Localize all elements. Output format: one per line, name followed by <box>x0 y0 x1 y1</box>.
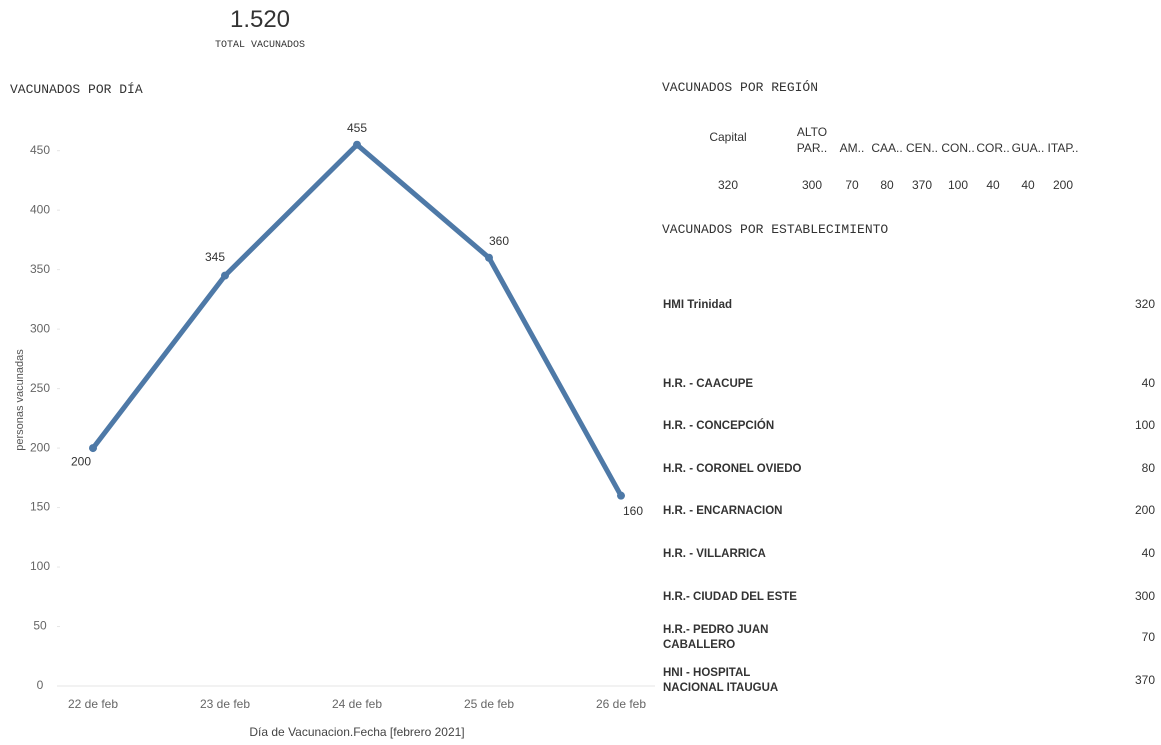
region-value: 320 <box>717 178 739 192</box>
x-tick-label: 26 de feb <box>596 697 646 711</box>
point <box>485 253 493 262</box>
data-label: 200 <box>71 454 91 468</box>
point <box>89 444 97 453</box>
establishment-value: 320 <box>1134 297 1155 311</box>
data-label: 345 <box>205 250 225 264</box>
region-header: COR.. <box>976 141 1010 155</box>
region-header: CEN.. <box>905 141 938 155</box>
establishment-value: 370 <box>1134 673 1155 687</box>
y-tick-label: 200 <box>30 440 50 454</box>
y-axis-label: personas vacunadas <box>14 349 26 451</box>
region-value: 370 <box>911 178 933 192</box>
y-tick-label: 400 <box>30 202 50 216</box>
y-tick-label: 250 <box>30 381 50 395</box>
x-axis-label: Día de Vacunacion.Fecha [febrero 2021] <box>249 725 464 739</box>
point <box>221 271 229 280</box>
x-tick-label: 22 de feb <box>68 697 118 711</box>
establishment-name: H.R. - CONCEPCIÓN <box>663 419 775 432</box>
x-tick-label: 25 de feb <box>464 697 514 711</box>
establishment-name: H.R.- CIUDAD DEL ESTE <box>663 590 797 603</box>
establishment-value: 40 <box>1141 376 1155 390</box>
establishment-value: 40 <box>1141 546 1155 560</box>
data-label: 455 <box>347 121 367 135</box>
establishment-value: 100 <box>1134 418 1155 432</box>
region-value: 80 <box>880 178 894 192</box>
region-header: GUA.. <box>1011 141 1045 155</box>
point <box>617 491 625 500</box>
y-tick-label: 0 <box>37 678 44 692</box>
establishment-name: HNI - HOSPITAL NACIONAL ITAUGUA <box>663 667 779 694</box>
establishment-name: H.R. - ENCARNACION <box>663 504 783 517</box>
y-tick-label: 350 <box>30 262 50 276</box>
region-header: AM.. <box>839 141 865 155</box>
data-label: 160 <box>623 504 643 518</box>
y-tick-label: 50 <box>33 619 47 633</box>
chart-title: VACUNADOS POR DÍA <box>10 82 143 97</box>
establishment-value: 80 <box>1141 461 1155 475</box>
region-title: VACUNADOS POR REGIÓN <box>662 80 819 95</box>
kpi-value: 1.520 <box>229 6 291 33</box>
region-value: 100 <box>947 178 969 192</box>
establishment-value: 200 <box>1134 503 1155 517</box>
establishment-name: H.R. - CORONEL OVIEDO <box>663 462 802 475</box>
region-header: CON.. <box>941 141 975 155</box>
x-tick-label: 24 de feb <box>332 697 382 711</box>
establishment-value: 70 <box>1141 630 1155 644</box>
y-tick-label: 450 <box>30 143 50 157</box>
line <box>91 142 624 497</box>
region-value: 70 <box>845 178 859 192</box>
establishment-title: VACUNADOS POR ESTABLECIMIENTO <box>662 222 889 237</box>
establishment-name: H.R. - VILLARRICA <box>663 547 766 560</box>
line-chart: personas vacunadas Día de Vacunacion.Fec… <box>14 121 655 739</box>
region-header: Capital <box>709 130 747 144</box>
region-value: 200 <box>1052 178 1074 192</box>
region-header: ALTO PAR.. <box>796 125 828 155</box>
region-value: 40 <box>1021 178 1035 192</box>
point <box>353 140 361 149</box>
y-tick-label: 300 <box>30 321 50 335</box>
region-header: ITAP.. <box>1047 141 1079 155</box>
establishment-name: HMI Trinidad <box>663 298 732 311</box>
y-tick-label: 150 <box>30 500 50 514</box>
data-label: 360 <box>489 234 509 248</box>
establishment-name: H.R. - CAACUPE <box>663 377 754 390</box>
region-value: 300 <box>801 178 823 192</box>
region-value: 40 <box>986 178 1000 192</box>
kpi-label: TOTAL VACUNADOS <box>214 40 305 51</box>
x-tick-label: 23 de feb <box>200 697 250 711</box>
y-tick-label: 100 <box>30 559 50 573</box>
establishment-value: 300 <box>1134 589 1155 603</box>
establishment-name: H.R.- PEDRO JUAN CABALLERO <box>663 624 769 651</box>
region-header: CAA.. <box>871 141 903 155</box>
